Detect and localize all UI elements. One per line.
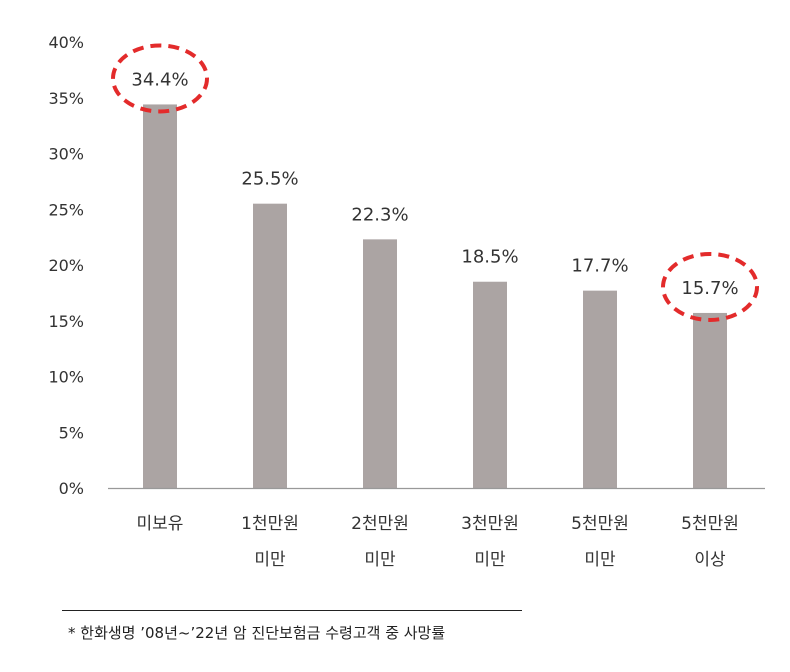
highlight-circle: [661, 251, 759, 322]
y-tick-label: 40%: [48, 33, 84, 52]
x-tick-label: 미보유: [137, 514, 184, 534]
bar: [583, 290, 617, 488]
y-tick-label: 10%: [48, 368, 84, 387]
bar: [253, 203, 287, 489]
x-tick-label: 5천만원: [681, 514, 739, 534]
footnote-rule: [62, 610, 522, 611]
data-label: 34.4%: [131, 69, 188, 90]
x-tick-label: 미만: [474, 550, 506, 570]
x-tick-label: 2천만원: [351, 514, 409, 534]
footnote: * 한화생명 ’08년~’22년 암 진단보험금 수령고객 중 사망률: [68, 624, 446, 642]
data-label: 17.7%: [571, 256, 628, 277]
x-tick-label: 미만: [364, 550, 396, 570]
x-tick-label: 5천만원: [571, 514, 629, 534]
y-tick-label: 20%: [48, 256, 84, 275]
y-tick-label: 15%: [48, 312, 84, 331]
bar: [473, 281, 507, 488]
data-label: 18.5%: [461, 247, 518, 268]
data-label: 25.5%: [241, 169, 298, 190]
x-tick-label: 미만: [584, 550, 616, 570]
y-tick-label: 5%: [59, 423, 84, 442]
bar: [143, 104, 177, 488]
x-tick-label: 이상: [694, 550, 726, 570]
data-label: 22.3%: [351, 204, 408, 225]
y-tick-label: 35%: [48, 89, 84, 108]
y-tick-label: 30%: [48, 145, 84, 164]
y-axis: 0% 5% 10% 15% 20% 25% 30% 35% 40%: [48, 33, 84, 498]
y-tick-label: 0%: [59, 479, 84, 498]
bar: [693, 312, 727, 488]
bar: [363, 239, 397, 488]
data-labels: 34.4% 25.5% 22.3% 18.5% 17.7% 15.7%: [131, 69, 738, 299]
x-tick-label: 3천만원: [461, 514, 519, 534]
x-tick-label: 1천만원: [241, 514, 299, 534]
bars: [143, 104, 727, 489]
x-tick-label: 미만: [254, 550, 286, 570]
data-label: 15.7%: [681, 278, 738, 299]
highlight-circle: [111, 43, 209, 114]
y-tick-label: 25%: [48, 200, 84, 219]
highlight-circles: [111, 43, 759, 322]
